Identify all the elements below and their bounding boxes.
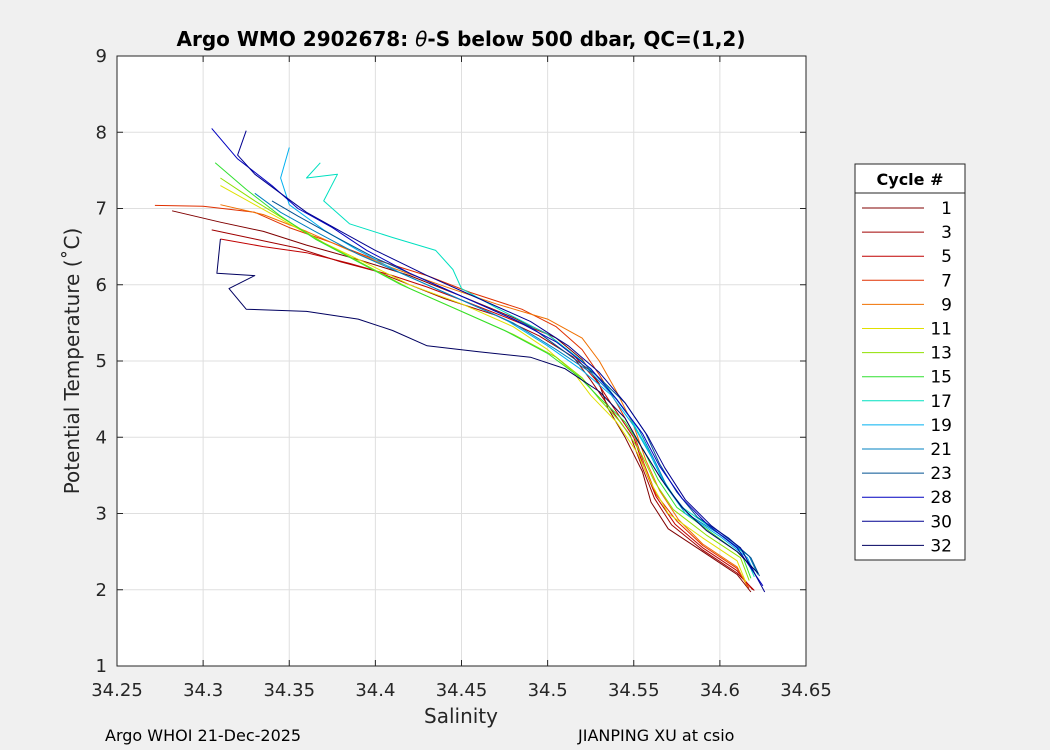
x-tick-label: 34.5 — [528, 680, 568, 701]
y-axis-label: Potential Temperature (˚C) — [60, 228, 84, 495]
y-tick-label: 3 — [96, 504, 107, 525]
legend-label-cycle-28: 28 — [930, 488, 952, 508]
data-series — [154, 128, 766, 593]
legend-label-cycle-5: 5 — [941, 247, 952, 267]
y-tick-label: 6 — [96, 275, 107, 296]
series-line-cycle-19 — [280, 147, 757, 577]
series-line-cycle-13 — [220, 177, 750, 581]
y-tick-label: 4 — [96, 427, 107, 448]
series-line-cycle-28 — [211, 128, 764, 587]
legend-label-cycle-30: 30 — [930, 512, 952, 532]
legend-label-cycle-15: 15 — [930, 368, 952, 388]
x-tick-label: 34.6 — [700, 680, 740, 701]
y-tick-label: 8 — [96, 122, 107, 143]
legend-label-cycle-21: 21 — [930, 440, 952, 460]
legend-label-cycle-9: 9 — [941, 295, 952, 315]
legend-title: Cycle # — [877, 170, 944, 189]
series-line-cycle-30 — [237, 130, 766, 593]
legend-label-cycle-13: 13 — [930, 344, 952, 364]
axis-ticks: 34.25 34.3 34.35 34.4 34.45 34.5 34.55 34.6 34.6… — [91, 46, 832, 701]
x-axis-label: Salinity — [424, 704, 498, 728]
legend-label-cycle-1: 1 — [941, 199, 952, 219]
y-tick-label: 5 — [96, 351, 107, 372]
x-tick-label: 34.65 — [780, 680, 832, 701]
y-tick-label: 7 — [96, 199, 107, 220]
x-tick-label: 34.35 — [263, 680, 315, 701]
x-tick-label: 34.25 — [91, 680, 143, 701]
x-tick-label: 34.3 — [183, 680, 223, 701]
footer-right-text: JIANPING XU at csio — [578, 726, 735, 745]
series-line-cycle-21 — [254, 192, 759, 575]
y-tick-label: 9 — [96, 46, 107, 67]
grid-lines — [116, 55, 807, 667]
legend-label-cycle-23: 23 — [930, 464, 952, 484]
chart-title-theta: θ — [415, 27, 427, 51]
x-tick-label: 34.4 — [355, 680, 395, 701]
x-tick-label: 34.45 — [436, 680, 488, 701]
y-tick-label: 1 — [96, 656, 107, 677]
legend-label-cycle-3: 3 — [941, 223, 952, 243]
series-line-cycle-32 — [216, 238, 759, 574]
chart-title-suffix: -S below 500 dbar, QC=(1,2) — [427, 27, 745, 51]
legend-label-cycle-19: 19 — [930, 416, 952, 436]
series-line-cycle-3 — [211, 229, 755, 591]
footer-left-text: Argo WHOI 21-Dec-2025 — [105, 726, 302, 745]
x-tick-label: 34.55 — [608, 680, 660, 701]
chart-title: Argo WMO 2902678: θ-S below 500 dbar, QC… — [177, 27, 746, 51]
y-tick-label: 2 — [96, 580, 107, 601]
legend-label-cycle-17: 17 — [930, 392, 952, 412]
chart-title-prefix: Argo WMO 2902678: — [177, 27, 416, 51]
series-line-cycle-15 — [214, 162, 752, 579]
legend-label-cycle-32: 32 — [930, 536, 952, 556]
series-line-cycle-1 — [171, 210, 752, 593]
legend-box — [854, 163, 966, 561]
legend-label-cycle-7: 7 — [941, 271, 952, 291]
legend-label-cycle-11: 11 — [930, 320, 952, 340]
